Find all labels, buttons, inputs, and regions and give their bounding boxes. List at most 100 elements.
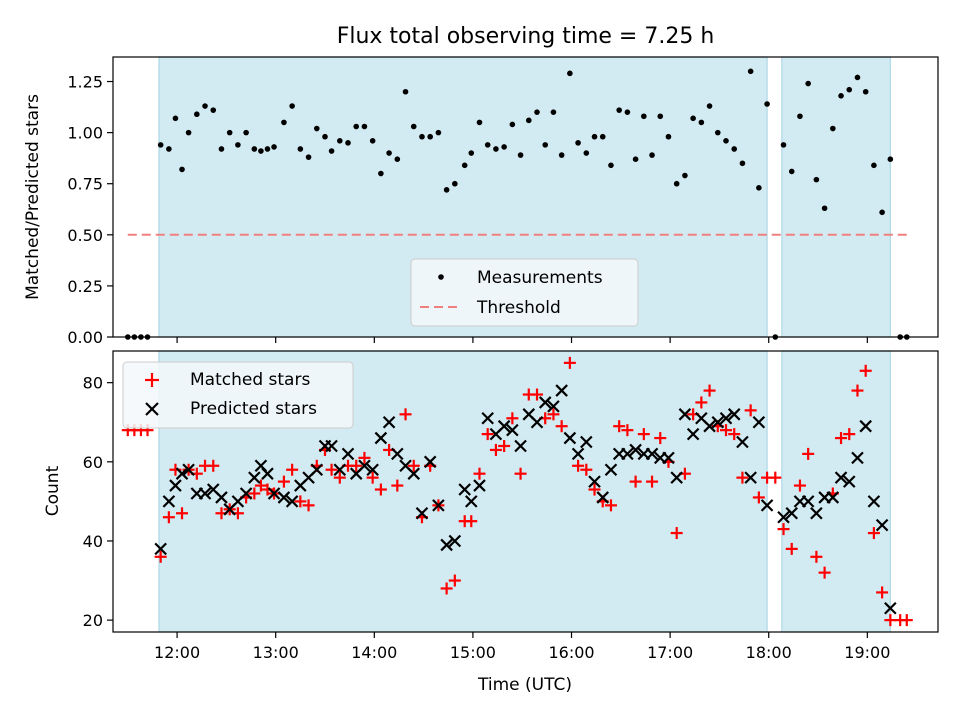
legend-measurements: Measurements [477, 268, 603, 288]
measurement-point [690, 115, 696, 122]
y-tick-label: 40 [83, 532, 103, 551]
matched-star-point [876, 586, 889, 599]
measurement-point [452, 180, 458, 187]
measurement-point [386, 150, 392, 156]
y-tick-label: 0.25 [67, 277, 103, 296]
measurement-point [632, 156, 639, 162]
measurement-point [682, 172, 688, 179]
predicted-star-point [358, 459, 371, 473]
predicted-star-point [464, 495, 478, 508]
matched-star-point [514, 467, 527, 480]
matched-star-point [604, 499, 617, 512]
matched-star-point [802, 447, 815, 460]
predicted-star-point [777, 510, 790, 524]
measurement-point [739, 160, 746, 167]
y-axis-ticks: 0.00 0.25 0.50 0.75 1.00 1.25 [67, 73, 113, 347]
matched-star-point [900, 614, 913, 627]
measurement-point [435, 129, 442, 136]
measurement-point [361, 123, 368, 130]
measurement-point [185, 129, 192, 136]
predicted-star-point [432, 499, 445, 512]
predicted-star-point [481, 412, 494, 425]
matched-star-point [793, 479, 806, 492]
predicted-star-point [547, 400, 560, 413]
predicted-star-point [538, 396, 552, 409]
measurement-point [838, 93, 844, 99]
matched-star-point [481, 428, 494, 441]
top-legend-box [410, 258, 639, 327]
measurement-point [649, 152, 655, 158]
measurement-point [443, 187, 450, 193]
measurement-point [258, 148, 264, 154]
measurement-point [226, 129, 233, 136]
x-tick-label: 17:00 [647, 643, 693, 662]
matched-star-point [744, 404, 757, 417]
matched-star-point [302, 499, 315, 512]
x-tick-label: 12:00 [154, 643, 200, 662]
measurement-point [673, 180, 680, 187]
measurement-point [410, 123, 417, 130]
measurement-point [862, 88, 869, 95]
predicted-star-point [162, 495, 176, 508]
measurement-point [756, 185, 762, 191]
observing-windows [158, 56, 891, 338]
matched-star-point [719, 424, 732, 437]
matched-star-point [752, 491, 765, 504]
matched-star-point [325, 463, 338, 476]
matched-star-point [851, 384, 864, 397]
predicted-star-point [678, 408, 692, 421]
measurement-point [813, 176, 820, 183]
matched-star-point [176, 507, 189, 520]
x-tick-label: 16:00 [548, 643, 594, 662]
measurement-point [157, 142, 164, 148]
predicted-star-point [277, 491, 291, 504]
measurement-point [665, 133, 672, 140]
measurement-point [764, 101, 770, 107]
predicted-star-point [333, 463, 347, 477]
predicted-star-point [423, 455, 437, 469]
predicted-star-point [267, 487, 281, 500]
predicted-star-point [169, 479, 182, 492]
matched-star-point [440, 582, 453, 595]
matched-star-point [777, 523, 790, 536]
predicted-star-point [514, 439, 527, 453]
matched-star-point [465, 515, 478, 528]
top-plot-frame [112, 56, 939, 338]
predicted-star-point [719, 412, 733, 425]
matched-star-point [818, 566, 831, 579]
matched-star-point [489, 443, 502, 456]
matched-star-point [646, 475, 659, 488]
matched-star-point [588, 483, 601, 496]
matched-star-point [448, 574, 461, 587]
matched-star-point [580, 463, 593, 476]
measurement-point [657, 113, 664, 120]
measurement-point [583, 150, 590, 156]
flux-ratio-panel: 0.00 0.25 0.50 0.75 1.00 1.25 Matched/Predict… [23, 56, 939, 347]
measurement-point [542, 142, 549, 148]
measurement-point [194, 111, 200, 118]
matched-star-point [835, 432, 848, 445]
predicted-star-point [670, 471, 683, 484]
matched-star-point [859, 364, 872, 377]
measurement-point [509, 121, 516, 128]
y-tick-label: 0.00 [67, 328, 103, 347]
measurement-point [731, 146, 738, 152]
predicted-star-point [563, 431, 577, 445]
matched-star-point [248, 487, 261, 500]
predicted-star-point [744, 471, 757, 484]
measurement-point [517, 152, 524, 158]
measurement-point [558, 152, 565, 158]
predicted-star-point [448, 534, 462, 548]
matched-star-point [703, 384, 716, 397]
measurement-point [345, 140, 351, 146]
matched-star-point [670, 527, 683, 540]
predicted-star-point [760, 499, 774, 512]
matched-star-point [207, 459, 220, 472]
measurement-point [468, 150, 475, 156]
top-legend: Measurements Threshold [410, 258, 639, 327]
predicted-star-point [182, 463, 195, 477]
legend-threshold: Threshold [476, 298, 561, 318]
matched-star-point [333, 471, 346, 484]
